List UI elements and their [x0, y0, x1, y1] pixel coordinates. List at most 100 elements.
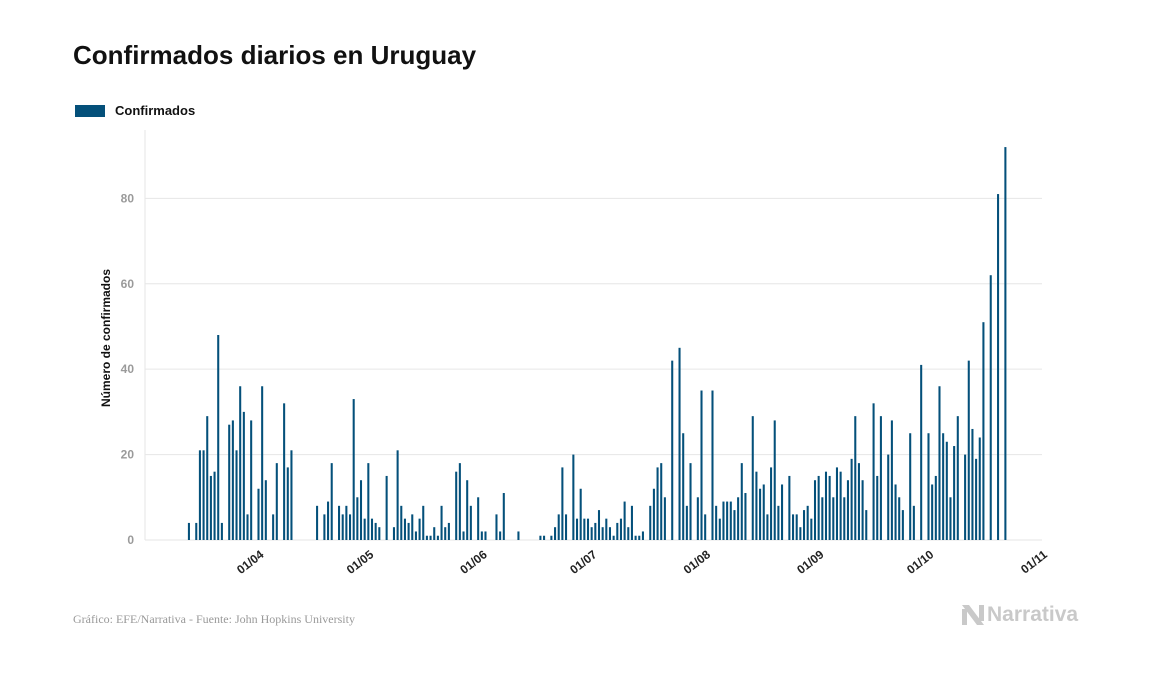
bar	[213, 471, 216, 540]
bar	[912, 505, 915, 540]
bar	[733, 510, 736, 540]
bar	[971, 428, 974, 540]
bar	[949, 497, 952, 540]
bar	[261, 386, 264, 540]
bar	[762, 484, 765, 540]
bar	[499, 531, 502, 540]
bar	[565, 514, 568, 541]
bar	[557, 514, 560, 541]
bar	[264, 480, 267, 540]
bar	[575, 518, 579, 540]
bar	[956, 416, 959, 540]
bar	[250, 420, 253, 540]
x-tick-label: 01/09	[794, 547, 827, 577]
bar	[682, 433, 685, 540]
bar	[411, 514, 414, 541]
bar	[872, 403, 875, 540]
brand-name: Narrativa	[987, 603, 1079, 626]
bar	[656, 467, 659, 540]
bar	[835, 467, 838, 540]
bar	[612, 535, 615, 540]
bar	[341, 514, 344, 541]
bar	[839, 471, 842, 540]
bar	[715, 505, 718, 540]
bar	[608, 527, 611, 540]
bar	[359, 480, 363, 540]
bar	[597, 510, 601, 540]
bar	[806, 505, 809, 540]
bar	[392, 527, 395, 540]
bar	[327, 501, 330, 540]
bar	[788, 475, 791, 540]
y-tick-label: 0	[127, 533, 134, 547]
bar	[616, 522, 619, 540]
bar	[978, 437, 981, 540]
gridlines	[144, 130, 1042, 541]
bar	[601, 527, 604, 540]
bar	[290, 450, 293, 540]
bar	[828, 475, 831, 540]
bar	[678, 347, 681, 540]
narrativa-logo-icon	[962, 605, 984, 625]
bar	[846, 480, 849, 540]
bar	[700, 390, 703, 540]
bars	[187, 147, 1007, 541]
x-tick-label: 01/11	[1018, 547, 1050, 576]
bar	[338, 505, 341, 540]
bar	[217, 335, 220, 540]
bar	[759, 488, 762, 540]
bar	[802, 510, 806, 540]
bar	[209, 475, 212, 540]
y-tick-label: 40	[121, 362, 135, 376]
bar	[770, 467, 773, 540]
bar	[909, 433, 912, 540]
bar	[649, 505, 652, 540]
y-axis-label: Número de confirmados	[99, 269, 113, 407]
x-tick-label: 01/04	[234, 547, 267, 577]
bar	[777, 505, 780, 540]
bar	[579, 488, 582, 540]
x-tick-label: 01/06	[457, 547, 490, 577]
x-tick-label: 01/10	[904, 547, 937, 577]
bar	[403, 518, 406, 540]
bar	[418, 518, 421, 540]
bar	[824, 471, 828, 540]
bar	[997, 194, 1000, 540]
bar	[652, 488, 655, 540]
bar	[689, 463, 692, 541]
bar	[385, 475, 388, 540]
bar	[619, 518, 622, 540]
bar	[480, 531, 483, 540]
bar	[638, 535, 641, 540]
bar	[316, 505, 319, 540]
bar	[894, 484, 897, 540]
bar	[792, 514, 795, 541]
bar	[272, 514, 275, 541]
bar	[722, 501, 725, 540]
chart-title: Confirmados diarios en Uruguay	[73, 40, 477, 70]
bar	[356, 497, 359, 540]
bar	[495, 514, 498, 541]
bar	[795, 514, 798, 541]
bar	[711, 390, 714, 540]
bar	[890, 420, 893, 540]
bar	[773, 420, 776, 540]
bar	[671, 360, 674, 541]
bar	[817, 475, 820, 540]
bar	[729, 501, 732, 540]
legend: Confirmados	[75, 103, 195, 118]
bar	[810, 518, 813, 540]
bar	[187, 522, 190, 540]
bar	[945, 441, 948, 540]
bar	[850, 458, 853, 540]
bar	[1004, 147, 1007, 540]
bar	[202, 450, 205, 540]
bar	[821, 497, 824, 540]
bar	[696, 497, 699, 540]
bar	[422, 505, 425, 540]
bar	[718, 518, 721, 540]
bar	[876, 475, 879, 540]
bar	[898, 497, 901, 540]
x-tick-label: 01/08	[681, 547, 714, 577]
